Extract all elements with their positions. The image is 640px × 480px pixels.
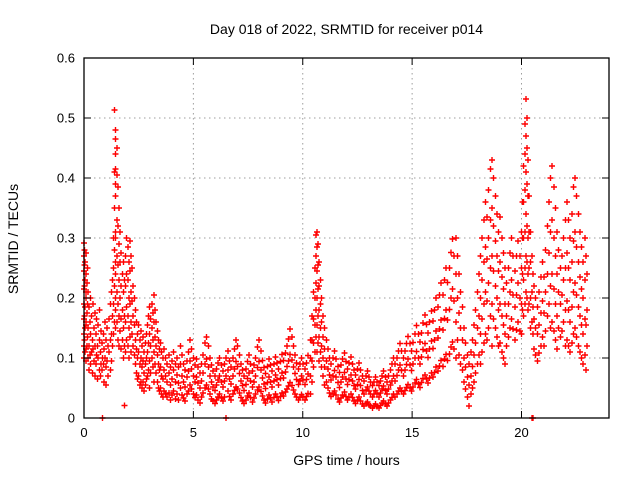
chart-title: Day 018 of 2022, SRMTID for receiver p01… bbox=[209, 21, 484, 37]
x-axis-label: GPS time / hours bbox=[293, 452, 400, 468]
axis-ticks bbox=[83, 57, 609, 419]
y-tick-label: 0 bbox=[68, 411, 75, 426]
y-tick-label: 0.6 bbox=[57, 51, 75, 66]
y-tick-label: 0.2 bbox=[57, 291, 75, 306]
y-tick-label: 0.5 bbox=[57, 111, 75, 126]
scatter-points bbox=[81, 96, 590, 421]
x-tick-label: 5 bbox=[190, 425, 197, 440]
x-tick-label: 15 bbox=[405, 425, 419, 440]
x-tick-label: 0 bbox=[80, 425, 87, 440]
tick-labels: 0 5 10 15 20 0 0.1 0.2 0.3 0.4 0.5 0.6 bbox=[57, 51, 529, 441]
y-tick-label: 0.1 bbox=[57, 351, 75, 366]
y-tick-label: 0.4 bbox=[57, 171, 75, 186]
x-tick-label: 10 bbox=[296, 425, 310, 440]
y-tick-label: 0.3 bbox=[57, 231, 75, 246]
x-tick-label: 20 bbox=[514, 425, 528, 440]
